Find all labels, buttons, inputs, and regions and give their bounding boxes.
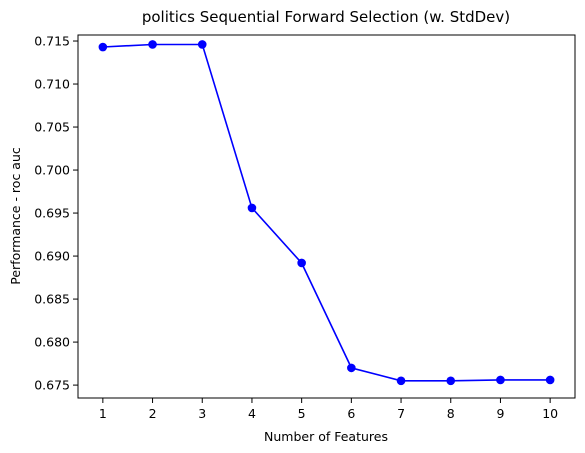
data-point-marker [297,258,306,268]
x-tick-label: 8 [447,406,455,421]
y-tick-label: 0.695 [34,206,70,221]
x-tick-label: 10 [542,406,558,421]
plot-area-frame [77,34,576,399]
x-tick-label: 3 [198,406,206,421]
y-tick-label: 0.675 [34,378,70,393]
series-markers [98,40,555,386]
data-point-marker [545,375,555,385]
data-point-marker [496,375,505,385]
y-axis: 0.675 0.680 0.685 0.690 0.695 0.700 0.705 0.710… [34,34,78,393]
y-tick-label: 0.705 [34,120,70,135]
y-tick-label: 0.690 [34,249,70,264]
y-tick-label: 0.700 [34,163,70,178]
x-tick-label: 2 [149,406,157,421]
data-point-marker [396,376,406,386]
series-line [102,43,551,382]
y-tick-label: 0.715 [34,34,70,49]
x-tick-label: 4 [248,406,256,421]
x-tick-label: 1 [99,406,107,421]
y-tick-label: 0.710 [34,77,70,92]
y-tick-label: 0.680 [34,335,70,350]
data-point-marker [148,40,157,49]
chart-title: politics Sequential Forward Selection (w… [142,8,510,26]
data-point-marker [347,363,356,373]
data-point-marker [247,203,257,213]
x-axis: 1 2 3 4 5 6 7 8 9 10 [99,398,558,421]
y-axis-label: Performance - roc auc [8,147,23,285]
x-tick-label: 9 [496,406,504,421]
data-point-marker [98,42,108,52]
y-tick-label: 0.685 [34,292,70,307]
x-tick-label: 6 [347,406,355,421]
x-tick-label: 5 [298,406,306,421]
data-point-marker [197,40,207,49]
x-axis-label: Number of Features [264,429,388,444]
data-point-marker [446,376,456,386]
x-tick-label: 7 [397,406,405,421]
